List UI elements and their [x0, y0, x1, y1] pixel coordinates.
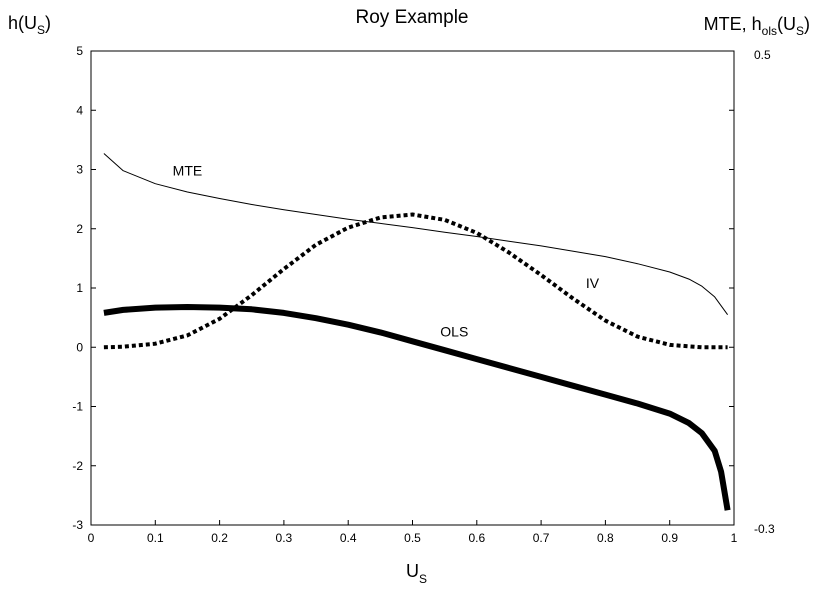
series-line-iv: [103, 212, 728, 350]
curve-label-mte: MTE: [173, 162, 203, 178]
y-tick-label: 4: [76, 103, 83, 117]
chart-title: Roy Example: [356, 7, 469, 28]
ticks-layer: 0 0.1 0.2 0.3 0.4 0.5 0.6 0.7 0.8 0.9 1 -3 -2 -1 0 1 2 3 4…: [72, 44, 775, 545]
labels-layer: MTE IV OLS: [173, 162, 600, 339]
x-tick-label: 1: [731, 531, 738, 545]
x-axis-title-sub: S: [419, 572, 427, 586]
x-tick-label: 0.4: [340, 531, 357, 545]
x-axis-title: US: [406, 561, 427, 586]
y-axis-left-title-suffix: ): [45, 13, 51, 33]
y-axis-left-title-main: h(U: [8, 13, 37, 33]
x-tick-label: 0: [88, 531, 95, 545]
x-tick-label: 0.2: [211, 531, 228, 545]
plot-frame: [90, 50, 735, 526]
y-tick-label: -1: [72, 400, 83, 414]
y-axis-right-title-pre: MTE, h: [704, 14, 762, 34]
y-tick-label: 2: [76, 222, 83, 236]
y-tick-label: 3: [76, 163, 83, 177]
y-axis-right-title-sub2: S: [796, 24, 804, 38]
x-tick-label: 0.8: [597, 531, 614, 545]
y-axis-right-title: MTE, hols(US): [704, 14, 810, 38]
y-tick-label: 1: [76, 281, 83, 295]
y-tick-label: -3: [72, 518, 83, 532]
y-axis-right-title-sub1: ols: [762, 24, 777, 38]
y2-tick-label: -0.3: [754, 522, 775, 536]
series-layer: [103, 153, 731, 511]
x-tick-label: 0.5: [404, 531, 421, 545]
curve-label-iv: IV: [586, 275, 600, 291]
series-line-ols: [103, 304, 731, 511]
curve-label-ols: OLS: [440, 324, 468, 340]
x-tick-label: 0.7: [533, 531, 550, 545]
y-tick-label: 5: [76, 44, 83, 58]
x-tick-label: 0.3: [276, 531, 293, 545]
x-tick-label: 0.1: [147, 531, 164, 545]
x-axis-title-main: U: [406, 561, 419, 581]
y-axis-right-title-mid: (U: [777, 14, 796, 34]
series-line-mte: [103, 153, 729, 315]
y-axis-right-title-suffix: ): [804, 14, 810, 34]
y2-tick-label: 0.5: [754, 48, 771, 62]
y-axis-left-title-sub: S: [37, 23, 45, 37]
y-tick-label: 0: [76, 340, 83, 354]
y-tick-label: -2: [72, 459, 83, 473]
y-axis-left-title: h(US): [8, 13, 51, 37]
x-tick-label: 0.6: [468, 531, 485, 545]
x-tick-label: 0.9: [661, 531, 678, 545]
